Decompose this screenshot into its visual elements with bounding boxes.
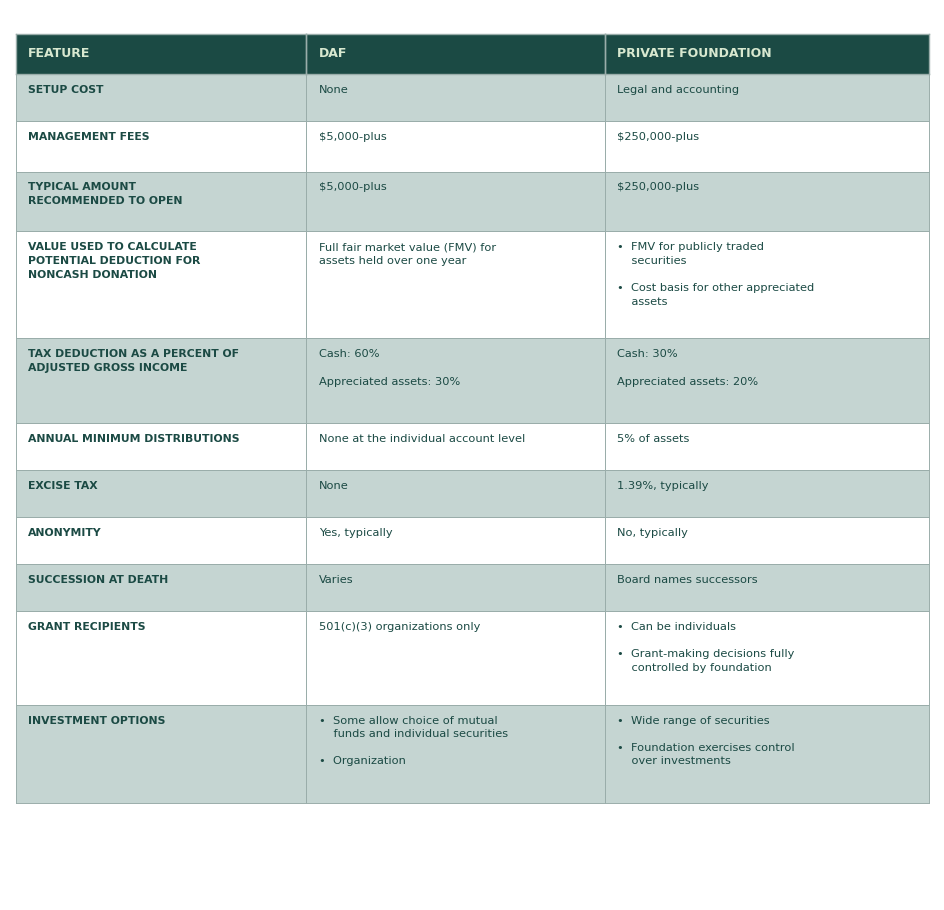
Bar [16, 612, 306, 704]
Text: DAF: DAF [318, 47, 346, 60]
Text: $5,000-plus: $5,000-plus [318, 132, 386, 142]
Text: $250,000-plus: $250,000-plus [616, 183, 699, 193]
Text: GRANT RECIPIENTS: GRANT RECIPIENTS [28, 622, 145, 632]
Bar [604, 34, 928, 74]
Bar [16, 517, 306, 564]
Bar [306, 470, 604, 517]
Text: No, typically: No, typically [616, 528, 687, 538]
Bar [306, 172, 604, 231]
Text: TYPICAL AMOUNT
RECOMMENDED TO OPEN: TYPICAL AMOUNT RECOMMENDED TO OPEN [28, 183, 182, 206]
Bar [16, 339, 306, 423]
Text: SETUP COST: SETUP COST [28, 85, 104, 95]
Bar [306, 423, 604, 470]
Bar [306, 339, 604, 423]
Text: •  Wide range of securities

•  Foundation exercises control
    over investment: • Wide range of securities • Foundation … [616, 715, 794, 766]
Bar [604, 172, 928, 231]
Text: None at the individual account level: None at the individual account level [318, 434, 524, 444]
Text: None: None [318, 85, 348, 95]
Text: •  Some allow choice of mutual
    funds and individual securities

•  Organizat: • Some allow choice of mutual funds and … [318, 715, 507, 766]
Bar [16, 423, 306, 470]
Text: SUCCESSION AT DEATH: SUCCESSION AT DEATH [28, 575, 168, 585]
Text: ANONYMITY: ANONYMITY [28, 528, 102, 538]
Bar [16, 121, 306, 172]
Bar [16, 34, 306, 74]
Text: EXCISE TAX: EXCISE TAX [28, 480, 98, 490]
Bar [306, 34, 604, 74]
Text: INVESTMENT OPTIONS: INVESTMENT OPTIONS [28, 715, 165, 725]
Text: •  Can be individuals

•  Grant-making decisions fully
    controlled by foundat: • Can be individuals • Grant-making deci… [616, 622, 794, 673]
Text: $250,000-plus: $250,000-plus [616, 132, 699, 142]
Text: Full fair market value (FMV) for
assets held over one year: Full fair market value (FMV) for assets … [318, 242, 496, 266]
Bar [604, 470, 928, 517]
Text: Board names successors: Board names successors [616, 575, 757, 585]
Bar [604, 423, 928, 470]
Bar [604, 612, 928, 704]
Bar [604, 704, 928, 803]
Bar [306, 704, 604, 803]
Bar [16, 704, 306, 803]
Bar [604, 564, 928, 612]
Text: PRIVATE FOUNDATION: PRIVATE FOUNDATION [616, 47, 771, 60]
Text: Yes, typically: Yes, typically [318, 528, 392, 538]
Text: 5% of assets: 5% of assets [616, 434, 689, 444]
Bar [604, 121, 928, 172]
Bar [306, 612, 604, 704]
Bar [604, 339, 928, 423]
Text: None: None [318, 480, 348, 490]
Bar [16, 564, 306, 612]
Bar [16, 74, 306, 121]
Bar [16, 231, 306, 339]
Bar [16, 470, 306, 517]
Bar [604, 74, 928, 121]
Text: FEATURE: FEATURE [28, 47, 91, 60]
Text: Legal and accounting: Legal and accounting [616, 85, 738, 95]
Text: MANAGEMENT FEES: MANAGEMENT FEES [28, 132, 150, 142]
Text: ANNUAL MINIMUM DISTRIBUTIONS: ANNUAL MINIMUM DISTRIBUTIONS [28, 434, 240, 444]
Text: Varies: Varies [318, 575, 353, 585]
Text: Cash: 30%

Appreciated assets: 20%: Cash: 30% Appreciated assets: 20% [616, 349, 757, 387]
Bar [306, 564, 604, 612]
Bar [306, 74, 604, 121]
Text: 1.39%, typically: 1.39%, typically [616, 480, 708, 490]
Text: VALUE USED TO CALCULATE
POTENTIAL DEDUCTION FOR
NONCASH DONATION: VALUE USED TO CALCULATE POTENTIAL DEDUCT… [28, 242, 200, 279]
Text: TAX DEDUCTION AS A PERCENT OF
ADJUSTED GROSS INCOME: TAX DEDUCTION AS A PERCENT OF ADJUSTED G… [28, 349, 239, 373]
Bar [604, 231, 928, 339]
Text: 501(c)(3) organizations only: 501(c)(3) organizations only [318, 622, 480, 632]
Bar [306, 231, 604, 339]
Text: •  FMV for publicly traded
    securities

•  Cost basis for other appreciated
 : • FMV for publicly traded securities • C… [616, 242, 814, 307]
Text: Cash: 60%

Appreciated assets: 30%: Cash: 60% Appreciated assets: 30% [318, 349, 460, 387]
Text: $5,000-plus: $5,000-plus [318, 183, 386, 193]
Bar [306, 121, 604, 172]
Bar [604, 517, 928, 564]
Bar [306, 517, 604, 564]
Bar [16, 172, 306, 231]
